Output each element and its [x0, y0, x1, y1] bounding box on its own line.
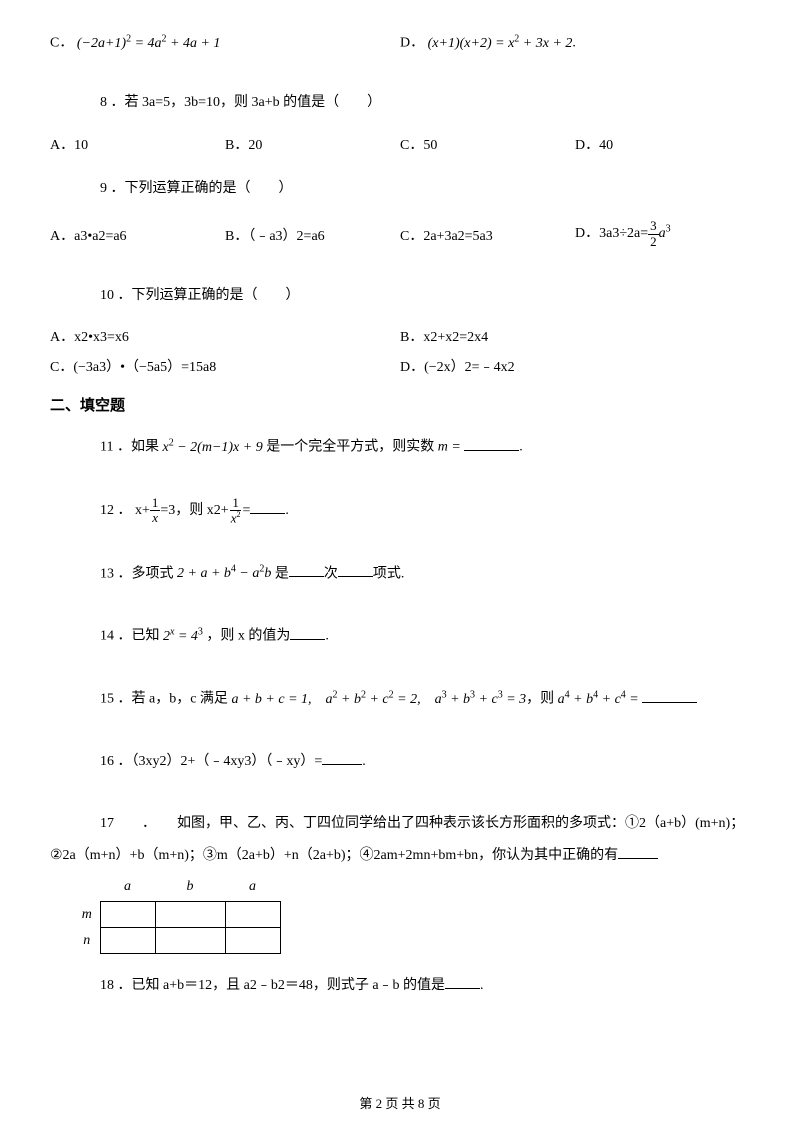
- q11-var: m =: [438, 440, 461, 455]
- q9-D-pre: D．3a3÷2a=: [575, 226, 648, 241]
- q11-blank[interactable]: [464, 437, 519, 451]
- q11-tail: .: [519, 440, 523, 455]
- diagram-label-n: n: [80, 928, 100, 954]
- diagram-cell: [225, 902, 280, 928]
- q10-D: D．(−2x）2=﹣4x2: [400, 356, 750, 376]
- q15-mid: ，则: [526, 692, 554, 707]
- q8-stem: 8 ．若 3a=5，3b=10，则 3a+b 的值是（ ）: [50, 90, 750, 115]
- q17-text1: 17 ． 如图，甲、乙、丙、丁四位同学给出了四种表示该长方形面积的多项式：①2（…: [100, 810, 744, 838]
- q9-stem-text: 9 ．下列运算正确的是（ ）: [100, 176, 293, 201]
- q15-pre: 15 ．若 a，b，c 满足: [100, 692, 228, 707]
- diagram-label-a2: a: [225, 876, 280, 902]
- q13-blank2[interactable]: [338, 563, 373, 577]
- q17-line1: 17 ． 如图，甲、乙、丙、丁四位同学给出了四种表示该长方形面积的多项式：①2（…: [50, 810, 750, 838]
- q9-D-exp: 3: [666, 224, 671, 235]
- optC-prefix: C．: [50, 36, 73, 51]
- q18: 18 ．已知 a+b＝12，且 a2﹣b2＝48，则式子 a﹣b 的值是.: [50, 972, 750, 1000]
- q9-stem: 9 ．下列运算正确的是（ ）: [50, 176, 750, 201]
- diagram-cell: [225, 928, 280, 954]
- q16-text: 16 ．（3xy2）2+（﹣4xy3）（﹣xy）=: [100, 754, 322, 769]
- q10-stem: 10 ．下列运算正确的是（ ）: [50, 283, 750, 308]
- q14-blank[interactable]: [290, 626, 325, 640]
- optC: C． (−2a+1)2 = 4a2 + 4a + 1: [50, 30, 400, 56]
- q11: 11 ．如果 x2 − 2(m−1)x + 9 是一个完全平方式，则实数 m =…: [50, 433, 750, 462]
- q12-blank[interactable]: [250, 500, 285, 514]
- q14-mid: ，则 x 的值为: [206, 629, 290, 644]
- q13: 13 ．多项式 2 + a + b4 − a2b 是 次 项式.: [50, 560, 750, 589]
- q9-D-frac: 32: [648, 219, 659, 249]
- section2-header: 二、填空题: [50, 394, 750, 415]
- q13-mid1: 是: [275, 566, 289, 581]
- q13-mid2: 次: [324, 566, 338, 581]
- q13-formula: 2 + a + b4 − a2b: [177, 566, 271, 581]
- q10-row2: C．(−3a3）•（−5a5）=15a8 D．(−2x）2=﹣4x2: [50, 356, 750, 376]
- q17-diagram: a b a m n: [80, 876, 750, 955]
- q12-frac2: 1x2: [229, 496, 243, 526]
- q11-mid: 是一个完全平方式，则实数: [266, 440, 434, 455]
- q13-blank1[interactable]: [289, 563, 324, 577]
- q17-text2: ②2a（m+n）+b（m+n)；③m（2a+b）+n（2a+b)；④2am+2m…: [50, 848, 618, 863]
- diagram-cell: [155, 928, 225, 954]
- q18-text: 18 ．已知 a+b＝12，且 a2﹣b2＝48，则式子 a﹣b 的值是: [100, 978, 445, 993]
- q14: 14 ．已知 2x = 43 ，则 x 的值为.: [50, 622, 750, 651]
- q9-A: A．a3•a2=a6: [50, 224, 225, 249]
- q18-tail: .: [480, 978, 484, 993]
- diagram-label-a1: a: [100, 876, 155, 902]
- q10-C: C．(−3a3）•（−5a5）=15a8: [50, 356, 400, 376]
- q8-stem-text: 8 ．若 3a=5，3b=10，则 3a+b 的值是（ ）: [100, 90, 381, 115]
- q16-tail: .: [362, 754, 366, 769]
- page-footer: 第 2 页 共 8 页: [0, 1093, 800, 1112]
- diagram-label-m: m: [80, 902, 100, 928]
- optD-prefix: D．: [400, 36, 424, 51]
- q17-line2: ②2a（m+n）+b（m+n)；③m（2a+b）+n（2a+b)；④2am+2m…: [50, 842, 750, 870]
- optionCD-row: C． (−2a+1)2 = 4a2 + 4a + 1 D． (x+1)(x+2)…: [50, 30, 750, 56]
- q12: 12 ． x+1x=3，则 x2+1x2=.: [50, 496, 750, 526]
- q8-B: B．20: [225, 133, 400, 158]
- diagram-cell: [100, 928, 155, 954]
- q12-mid1: =3，则 x2+: [160, 503, 228, 518]
- q12-frac1: 1x: [150, 496, 161, 526]
- q9-C: C．2a+3a2=5a3: [400, 224, 575, 249]
- q15-f1: a + b + c = 1, a2 + b2 + c2 = 2, a3 + b3…: [231, 692, 526, 707]
- q15-f2: a4 + b4 + c4 =: [558, 692, 639, 707]
- q14-tail: .: [325, 629, 329, 644]
- q16-blank[interactable]: [322, 751, 362, 765]
- q13-mid3: 项式.: [373, 566, 405, 581]
- optC-formula: (−2a+1)2 = 4a2 + 4a + 1: [77, 36, 221, 51]
- q10-A: A．x2•x3=x6: [50, 326, 400, 346]
- q13-pre: 13 ．多项式: [100, 566, 174, 581]
- q15: 15 ．若 a，b，c 满足 a + b + c = 1, a2 + b2 + …: [50, 685, 750, 714]
- q14-formula: 2x = 43: [163, 629, 203, 644]
- q9-B: B．（﹣a3）2=a6: [225, 224, 400, 249]
- q9-options: A．a3•a2=a6 B．（﹣a3）2=a6 C．2a+3a2=5a3 D．3a…: [50, 219, 750, 249]
- q11-formula: x2 − 2(m−1)x + 9: [162, 440, 262, 455]
- q12-pre: 12 ． x+: [100, 503, 150, 518]
- q10-row1: A．x2•x3=x6 B．x2+x2=2x4: [50, 326, 750, 346]
- diagram-cell: [155, 902, 225, 928]
- q11-pre: 11 ．如果: [100, 440, 159, 455]
- optD: D． (x+1)(x+2) = x2 + 3x + 2.: [400, 30, 750, 56]
- q12-mid2: =: [242, 503, 250, 518]
- q18-blank[interactable]: [445, 975, 480, 989]
- q15-blank[interactable]: [642, 689, 697, 703]
- q16: 16 ．（3xy2）2+（﹣4xy3）（﹣xy）=.: [50, 748, 750, 776]
- q9-D-var: a: [659, 226, 666, 241]
- diagram-cell: [100, 902, 155, 928]
- q8-C: C．50: [400, 133, 575, 158]
- q9-D: D．3a3÷2a=32a3: [575, 219, 750, 249]
- q8-A: A．10: [50, 133, 225, 158]
- q10-stem-text: 10 ．下列运算正确的是（ ）: [100, 283, 300, 308]
- q17-blank[interactable]: [618, 845, 658, 859]
- diagram-label-b: b: [155, 876, 225, 902]
- q8-options: A．10 B．20 C．50 D．40: [50, 133, 750, 158]
- q8-D: D．40: [575, 133, 750, 158]
- q12-tail: .: [285, 503, 289, 518]
- optD-formula: (x+1)(x+2) = x2 + 3x + 2: [428, 36, 573, 51]
- q10-B: B．x2+x2=2x4: [400, 326, 750, 346]
- q14-pre: 14 ．已知: [100, 629, 160, 644]
